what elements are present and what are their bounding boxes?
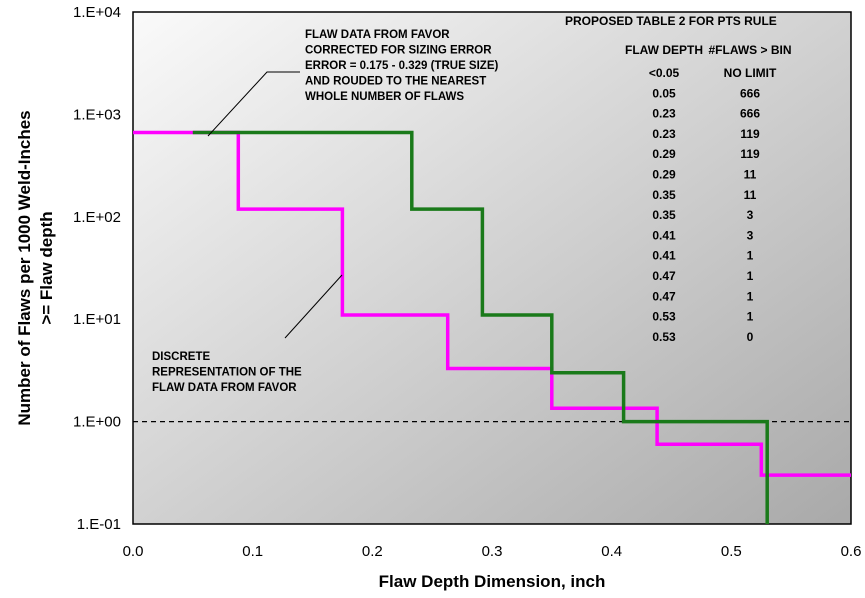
table-cell-count: 3 [747,228,754,242]
table-header: #FLAWS > BIN [708,43,791,57]
table-cell-depth: 0.47 [652,289,676,303]
table-cell-count: NO LIMIT [724,66,777,80]
table-cell-depth: 0.35 [652,188,676,202]
table-layer: PROPOSED TABLE 2 FOR PTS RULE FLAW DEPTH #… [565,14,792,344]
y-tick-label: 1.E+03 [73,106,121,123]
y-axis-title: Number of Flaws per 1000 Weld-Inches >= F… [15,110,56,425]
y-axis-title-line: Number of Flaws per 1000 Weld-Inches [15,110,34,425]
table-header: FLAW DEPTH [625,43,703,57]
x-tick-label: 0.6 [841,543,862,560]
x-tick-label: 0.4 [601,543,622,560]
plot-area [132,11,852,525]
tick-layer: 0.0 0.1 0.2 0.3 0.4 0.5 0.6 1.E-01 1.E+00 1.E+01 1… [15,4,861,591]
table-cell-count: 1 [747,269,754,283]
table-cell-count: 1 [747,310,754,324]
annotation-leader-0 [207,71,300,137]
table-cell-count: 1 [747,289,754,303]
series-line-0 [133,130,851,477]
table-cell-depth: 0.53 [652,330,676,344]
annotation-0-line: CORRECTED FOR SIZING ERROR [305,45,492,57]
y-tick-label: 1.E+00 [73,414,121,431]
table-cell-count: 11 [744,168,757,182]
table-cell-count: 666 [740,86,760,100]
table-cell-count: 666 [740,107,760,121]
annotation-0-line: FLAW DATA FROM FAVOR [305,29,450,41]
x-tick-label: 0.2 [362,543,383,560]
table-title: PROPOSED TABLE 2 FOR PTS RULE [565,14,777,28]
annotation-0-line: ERROR = 0.175 - 0.329 (TRUE SIZE) [305,60,498,72]
table-cell-depth: 0.53 [652,310,676,324]
table-cell-depth: 0.23 [652,107,676,121]
table-cell-depth: 0.23 [652,127,676,141]
table-cell-depth: 0.41 [652,228,676,242]
table-cell-depth: 0.29 [652,168,676,182]
series-line-1 [192,130,769,524]
y-axis-title-line: >= Flaw depth [37,211,56,324]
table-cell-depth: 0.35 [652,208,676,222]
annotation-leader-1 [284,274,343,339]
x-tick-label: 0.5 [721,543,742,560]
annotation-0-line: WHOLE NUMBER OF FLAWS [305,91,464,103]
x-axis-title: Flaw Depth Dimension, inch [379,572,606,591]
y-tick-label: 1.E+02 [73,209,121,226]
table-cell-count: 3 [747,208,754,222]
table-cell-depth: 0.29 [652,147,676,161]
table-cell-depth: 0.05 [652,86,676,100]
table-cell-depth: 0.41 [652,249,676,263]
table-cell-count: 119 [740,127,760,141]
annotation-1-line: DISCRETE [152,351,210,363]
table-cell-count: 0 [747,330,754,344]
annotation-1-line: FLAW DATA FROM FAVOR [152,382,297,394]
table-cell-count: 119 [740,147,760,161]
table-cell-depth: <0.05 [649,66,680,80]
y-tick-label: 1.E+04 [73,4,121,21]
table-cell-depth: 0.47 [652,269,676,283]
annotation-0-line: AND ROUDED TO THE NEAREST [305,76,486,88]
table-cell-count: 1 [747,249,754,263]
x-tick-label: 0.1 [242,543,263,560]
x-tick-label: 0.3 [482,543,503,560]
series-layer [133,130,851,524]
table-cell-count: 11 [744,188,757,202]
x-tick-label: 0.0 [123,543,144,560]
y-tick-label: 1.E+01 [73,311,121,328]
annotation-1-line: REPRESENTATION OF THE [152,367,302,379]
annotation-layer: FLAW DATA FROM FAVOR CORRECTED FOR SIZING… [152,29,498,394]
y-tick-label: 1.E-01 [77,516,121,533]
